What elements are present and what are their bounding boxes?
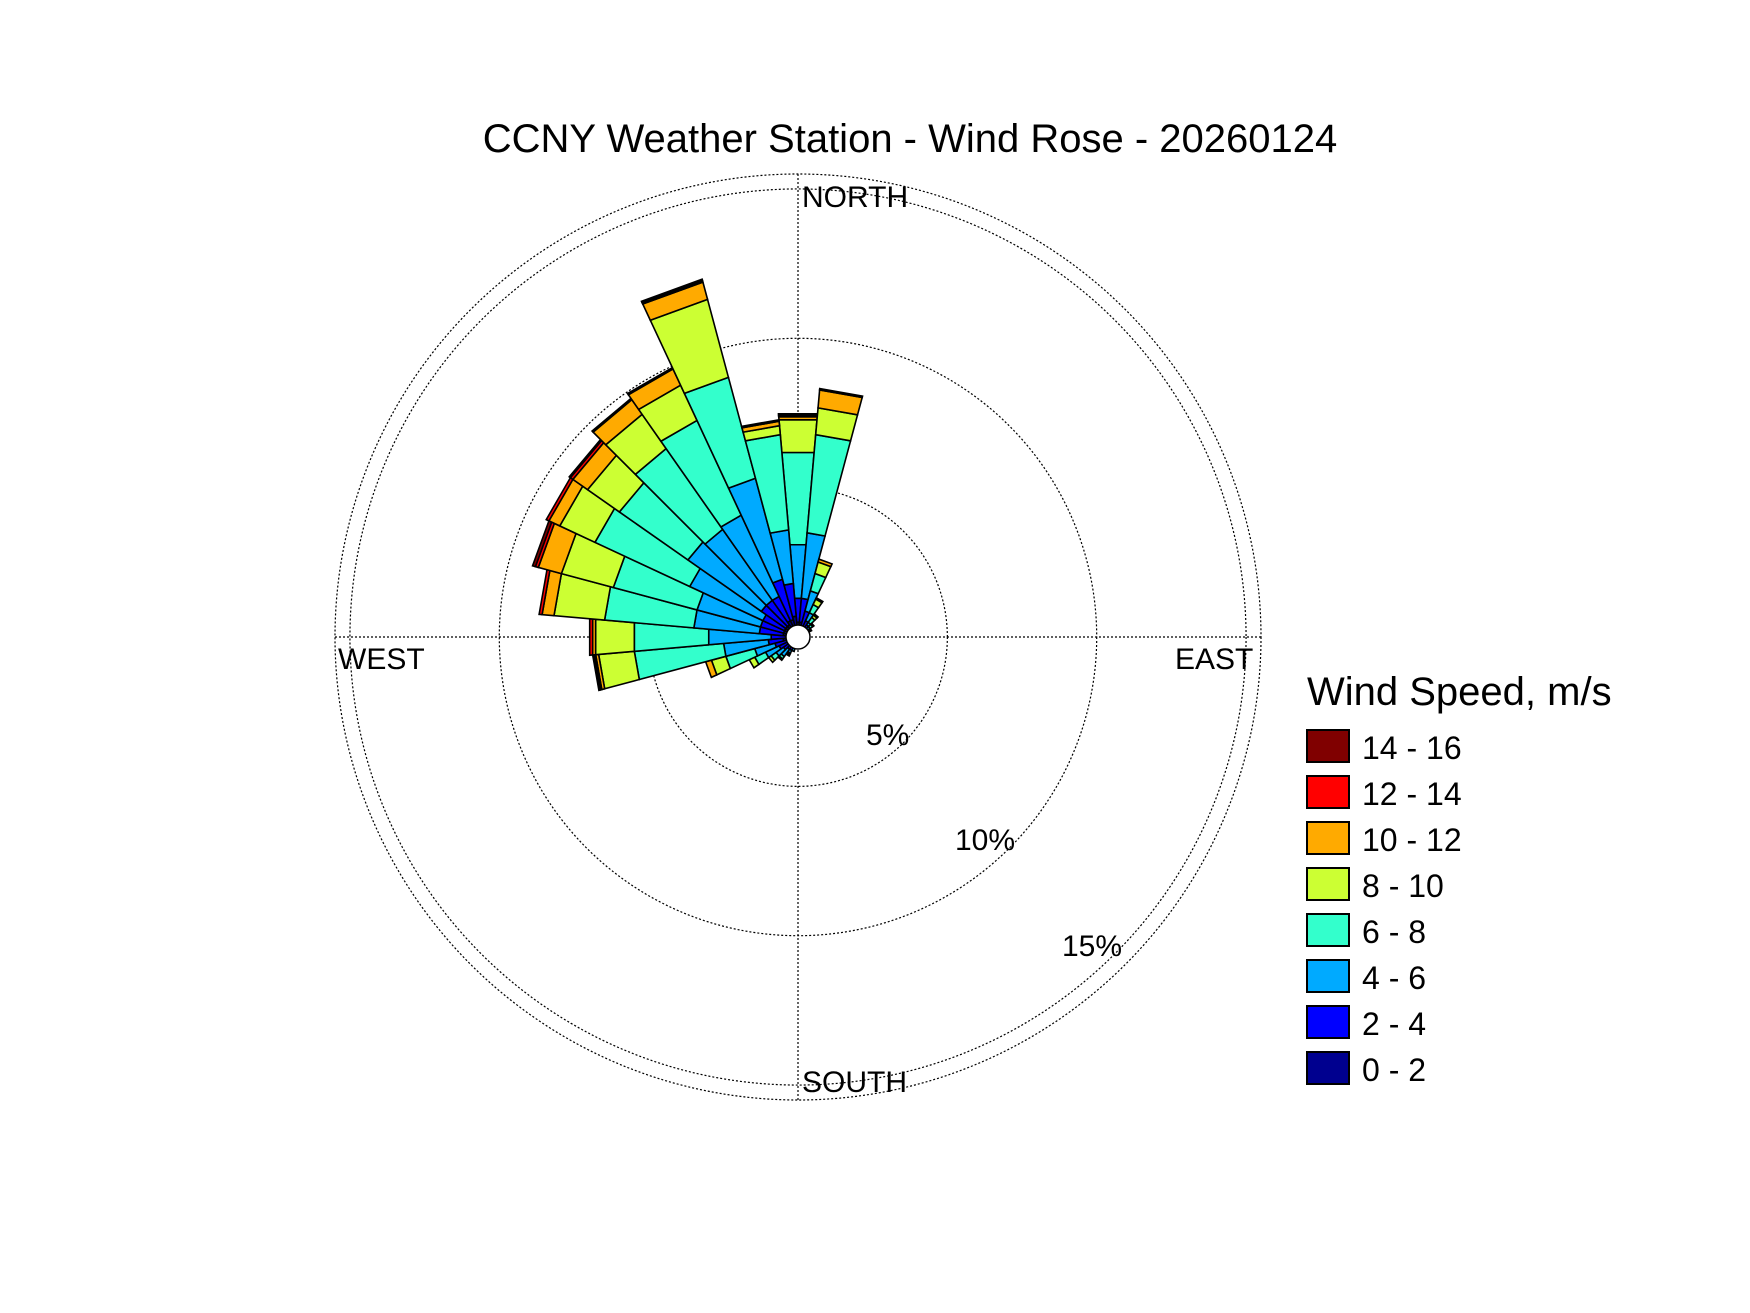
sector-10-bin-6 xyxy=(818,387,864,399)
legend-swatch-0-2 xyxy=(1306,1051,1350,1085)
legend-label-10-12: 10 - 12 xyxy=(1362,822,1462,858)
ring-label-10: 10% xyxy=(955,824,1015,857)
sector-350-bin-6 xyxy=(740,418,780,429)
calm-center-circle xyxy=(785,624,811,650)
legend-label-4-6: 4 - 6 xyxy=(1362,960,1426,996)
sector-10-bin-3 xyxy=(806,433,852,537)
direction-label-north: NORTH xyxy=(802,181,908,214)
legend-label-12-14: 12 - 14 xyxy=(1362,776,1462,812)
ring-label-15: 15% xyxy=(1062,930,1122,963)
legend: Wind Speed, m/s 14 - 16 12 - 14 10 - 12 … xyxy=(1306,670,1612,1088)
direction-label-west: WEST xyxy=(338,643,425,676)
sector-340-bin-7 xyxy=(640,278,704,304)
direction-label-south: SOUTH xyxy=(802,1066,907,1099)
legend-title: Wind Speed, m/s xyxy=(1307,670,1612,714)
legend-swatch-4-6 xyxy=(1306,959,1350,993)
legend-swatch-2-4 xyxy=(1306,1005,1350,1039)
legend-swatch-8-10 xyxy=(1306,867,1350,901)
legend-swatch-14-16 xyxy=(1306,729,1350,763)
legend-label-8-10: 8 - 10 xyxy=(1362,868,1444,904)
legend-label-6-8: 6 - 8 xyxy=(1362,914,1426,950)
sector-30-bin-5 xyxy=(814,596,824,604)
legend-swatch-10-12 xyxy=(1306,821,1350,855)
wind-sectors xyxy=(531,278,864,692)
legend-label-2-4: 2 - 4 xyxy=(1362,1006,1426,1042)
grid-ring-15 xyxy=(349,188,1247,1086)
sector-270-bin-4 xyxy=(594,618,636,656)
ring-label-5: 5% xyxy=(866,719,909,752)
sector-20-bin-5 xyxy=(817,558,834,568)
sector-0-bin-7 xyxy=(777,413,819,417)
legend-label-0-2: 0 - 2 xyxy=(1362,1052,1426,1088)
sector-260-bin-4 xyxy=(597,650,641,690)
legend-label-14-16: 14 - 16 xyxy=(1362,730,1462,766)
sector-50-bin-4 xyxy=(809,622,816,628)
direction-label-east: EAST xyxy=(1175,643,1253,676)
chart-title: CCNY Weather Station - Wind Rose - 20260… xyxy=(483,117,1338,161)
legend-swatch-12-14 xyxy=(1306,775,1350,809)
sector-60-bin-4 xyxy=(807,627,813,633)
legend-swatch-6-8 xyxy=(1306,913,1350,947)
sector-40-bin-5 xyxy=(812,612,820,620)
sector-270-bin-6 xyxy=(588,617,594,657)
sector-0-bin-4 xyxy=(778,418,818,454)
